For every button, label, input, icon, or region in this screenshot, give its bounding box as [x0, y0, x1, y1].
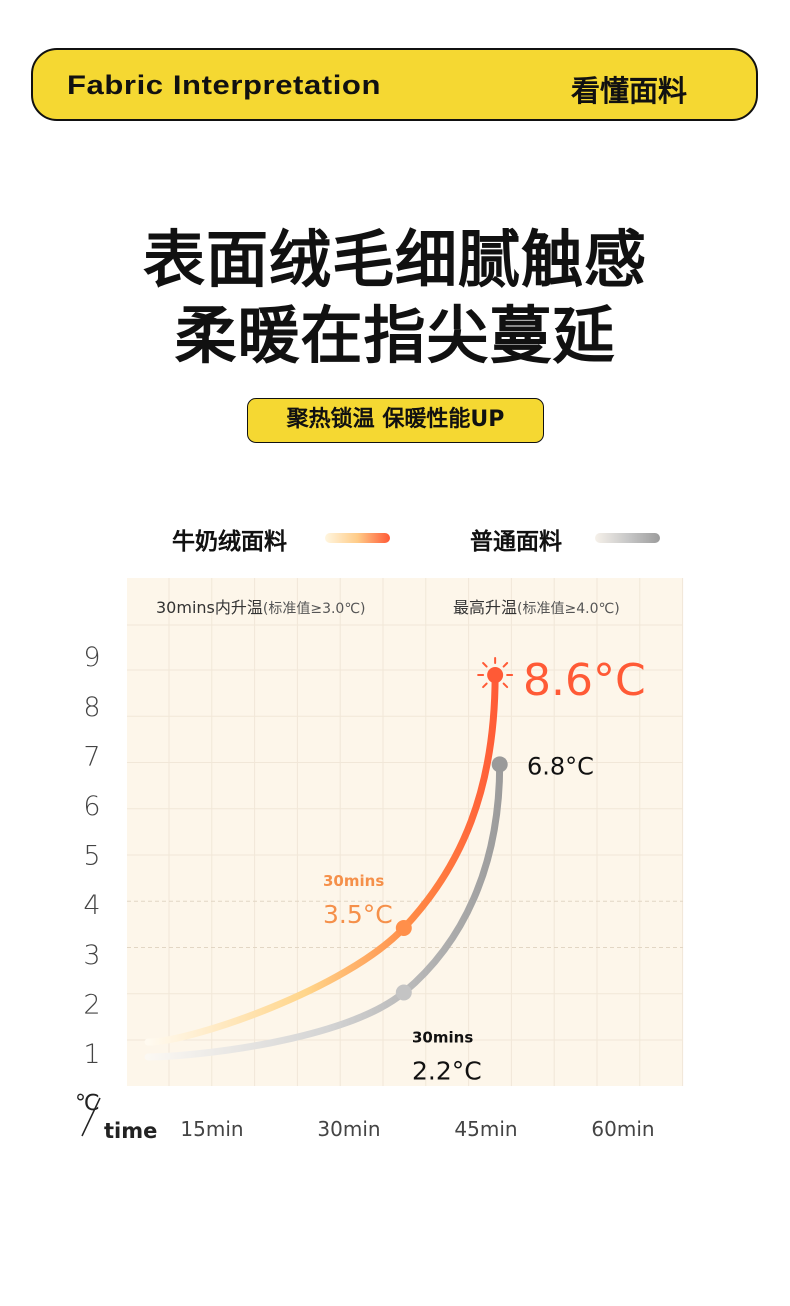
column-header-30mins: 30mins内升温(标准值≥3.0℃) [156, 598, 366, 617]
data-point-milk-velvet-max [487, 667, 504, 684]
x-tick-label: 45min [454, 1117, 517, 1141]
feature-badge: 聚热锁温 保暖性能UP [247, 398, 544, 443]
column-header-max: 最高升温(标准值≥4.0℃) [453, 598, 620, 617]
x-tick-label: 60min [591, 1117, 654, 1141]
annotation-sub-milk-velvet: 30mins [323, 872, 384, 890]
legend-swatch-milk-velvet [325, 533, 390, 543]
data-point-regular-max [491, 756, 508, 773]
y-tick-label: 4 [83, 890, 100, 921]
chart-plot-area [127, 578, 683, 1086]
x-tick-label: 30min [317, 1117, 380, 1141]
y-tick-label: 5 [83, 841, 100, 872]
max-value-label-regular: 6.8°C [527, 752, 594, 780]
x-tick-label: 15min [180, 1117, 243, 1141]
legend-swatch-regular [595, 533, 660, 543]
sun-ray [502, 662, 509, 668]
y-tick-label: 1 [83, 1039, 100, 1070]
annotation-value-milk-velvet: 3.5°C [323, 900, 393, 929]
legend-label-milk-velvet: 牛奶绒面料 [172, 529, 287, 555]
headline-line-1: 表面绒毛细腻触感 [142, 223, 647, 296]
sun-ray [482, 682, 488, 689]
y-tick-label: 8 [83, 692, 100, 723]
annotation-sub-regular: 30mins [412, 1028, 473, 1046]
header-title-en: Fabric Interpretation [67, 70, 382, 100]
y-tick-label: 6 [83, 791, 100, 822]
annotation-value-regular: 2.2°C [412, 1056, 482, 1085]
headline-line-2: 柔暖在指尖蔓延 [174, 299, 616, 372]
data-point-milk-velvet-30mins [395, 920, 412, 936]
y-tick-label: 2 [83, 989, 100, 1020]
header-title-cn: 看懂面料 [571, 74, 688, 108]
y-tick-label: 3 [83, 940, 100, 971]
y-tick-label: 9 [83, 642, 100, 673]
axis-unit-divider [81, 1097, 101, 1137]
header-banner: Fabric Interpretation 看懂面料 [31, 48, 758, 121]
y-tick-label: 7 [83, 741, 100, 772]
x-unit-label: time [104, 1119, 157, 1143]
sun-ray [482, 662, 488, 668]
data-point-regular-30mins [395, 984, 412, 1001]
y-unit-label: ℃ [75, 1091, 100, 1116]
legend-label-regular: 普通面料 [470, 529, 562, 555]
max-value-label-milk-velvet: 8.6°C [523, 655, 646, 706]
sun-ray [502, 682, 509, 689]
